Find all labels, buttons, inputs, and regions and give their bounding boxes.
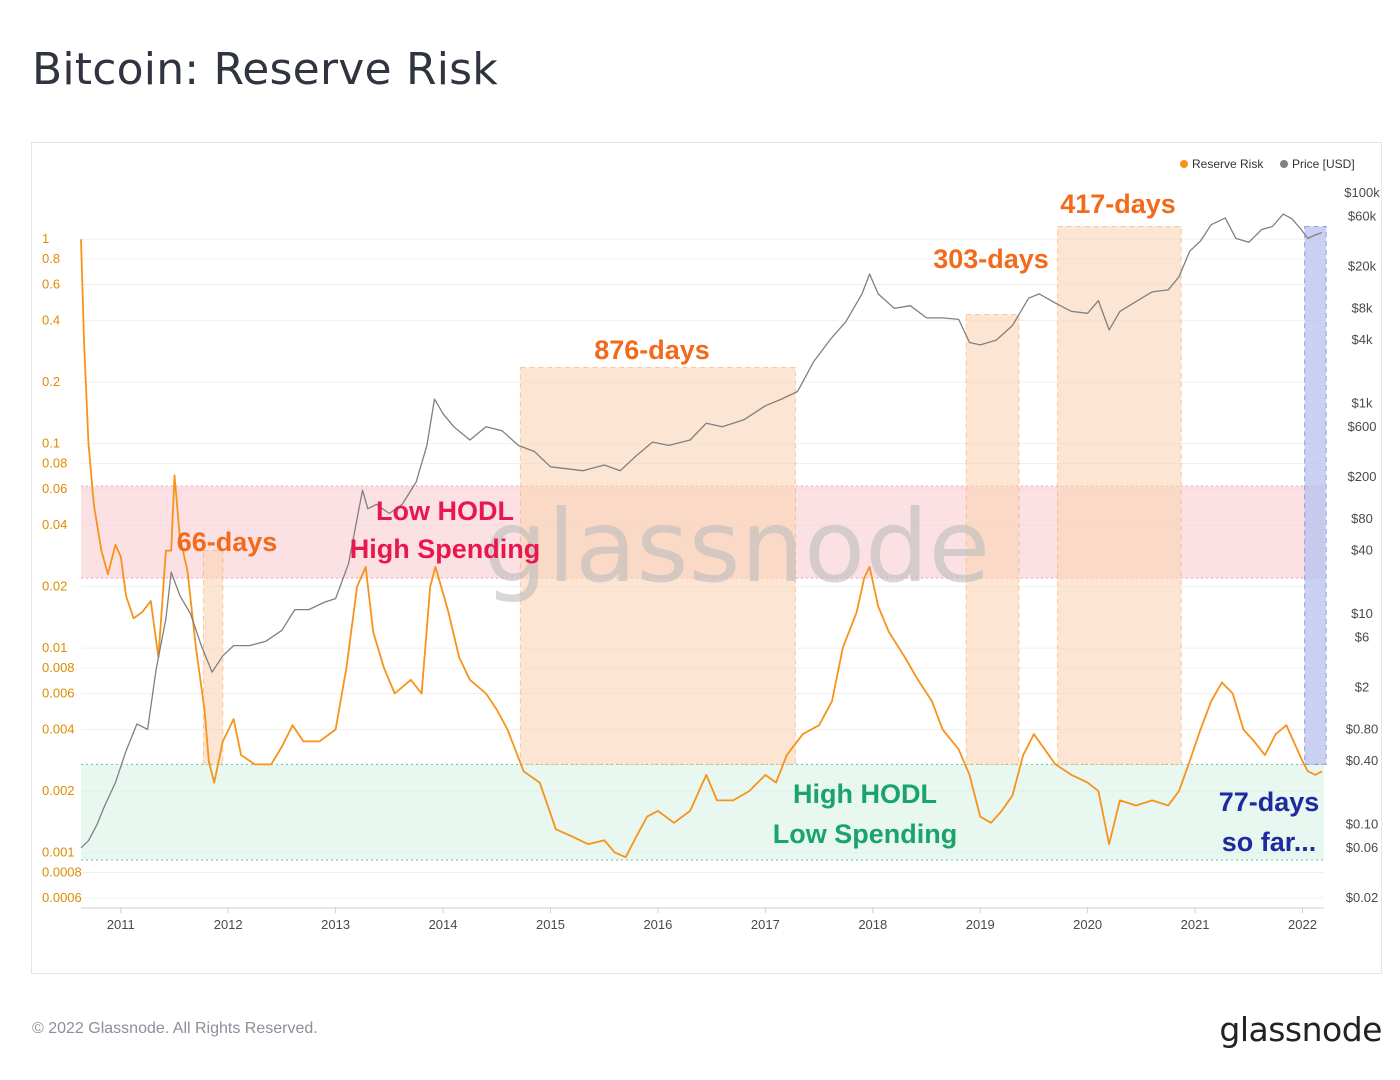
y-left-tick-label: 0.004: [42, 722, 75, 737]
y-right-tick-label: $80: [1351, 511, 1373, 526]
y-right-tick-label: $0.02: [1346, 890, 1379, 905]
y-left-tick-label: 0.08: [42, 455, 67, 470]
period-label: so far...: [1222, 827, 1317, 857]
y-left-tick-label: 0.2: [42, 374, 60, 389]
x-tick-label: 2016: [643, 917, 672, 932]
x-tick-label: 2012: [214, 917, 243, 932]
y-left-tick-label: 0.4: [42, 313, 60, 328]
y-left-tick-label: 0.04: [42, 517, 67, 532]
x-tick-label: 2020: [1073, 917, 1102, 932]
y-right-tick-label: $10: [1351, 606, 1373, 621]
x-tick-label: 2022: [1288, 917, 1317, 932]
y-right-tick-label: $0.06: [1346, 840, 1379, 855]
y-left-tick-label: 0.06: [42, 481, 67, 496]
y-left-tick-label: 0.6: [42, 277, 60, 292]
page-title: Bitcoin: Reserve Risk: [32, 44, 498, 95]
x-tick-label: 2014: [429, 917, 458, 932]
x-tick-label: 2015: [536, 917, 565, 932]
y-right-tick-label: $4k: [1352, 332, 1373, 347]
x-tick-label: 2019: [966, 917, 995, 932]
watermark-text: glassnode: [484, 488, 990, 605]
y-left-tick-label: 0.002: [42, 783, 75, 798]
y-right-tick-label: $6: [1355, 629, 1369, 644]
y-left-tick-label: 0.1: [42, 436, 60, 451]
period-label: 77-days: [1219, 787, 1320, 817]
period-label: 66-days: [177, 527, 278, 557]
period-box: [965, 314, 1020, 765]
period-box: [202, 550, 224, 765]
price-line: [80, 213, 1323, 849]
legend-label: Reserve Risk: [1192, 157, 1264, 171]
y-right-tick-label: $20k: [1348, 259, 1377, 274]
period-label: 417-days: [1060, 189, 1176, 219]
zone-label-low-spending: Low Spending: [773, 819, 957, 849]
y-left-tick-label: 0.006: [42, 686, 75, 701]
y-right-tick-label: $60k: [1348, 208, 1377, 223]
y-right-tick-label: $600: [1348, 419, 1377, 434]
zone-band: [81, 764, 1324, 861]
x-tick-label: 2011: [107, 917, 135, 932]
y-right-tick-label: $2: [1355, 680, 1369, 695]
period-label: 876-days: [594, 335, 710, 365]
period-box: [519, 366, 796, 765]
period-label: 303-days: [933, 244, 1049, 274]
y-left-tick-label: 0.001: [42, 845, 75, 860]
y-left-tick-label: 0.8: [42, 251, 60, 266]
y-right-tick-label: $8k: [1352, 300, 1373, 315]
x-tick-label: 2021: [1181, 917, 1210, 932]
y-right-tick-label: $0.10: [1346, 816, 1379, 831]
x-tick-label: 2017: [751, 917, 780, 932]
glassnode-logo: glassnode: [1219, 1010, 1382, 1049]
y-right-tick-label: $200: [1348, 469, 1377, 484]
x-tick-label: 2013: [321, 917, 350, 932]
footer-copyright: © 2022 Glassnode. All Rights Reserved.: [32, 1020, 318, 1037]
reserve-risk-chart: glassnode 1 0.8 0.6 0.4 0.2 0.1 0.08 0.06 0.04 0.0…: [42, 157, 1380, 932]
reserve-risk-line: [80, 239, 1323, 859]
legend-marker: [1280, 160, 1288, 168]
y-left-tick-label: 0.0008: [42, 864, 82, 879]
y-right-tick-label: $100k: [1344, 185, 1380, 200]
legend-marker: [1180, 160, 1188, 168]
zone-label-high-spending: High Spending: [350, 534, 540, 564]
y-left-tick-label: 0.008: [42, 660, 75, 675]
y-right-tick-label: $0.40: [1346, 753, 1379, 768]
chart-frame: glassnode 1 0.8 0.6 0.4 0.2 0.1 0.08 0.06 0.04 0.0…: [31, 142, 1382, 974]
zone-label-low-spending: High HODL: [793, 779, 937, 809]
legend-label: Price [USD]: [1292, 157, 1355, 171]
zone-label-high-spending: Low HODL: [376, 496, 514, 526]
y-left-tick-label: 0.02: [42, 579, 67, 594]
x-tick-label: 2018: [858, 917, 887, 932]
y-left-tick-label: 1: [42, 231, 49, 246]
y-right-tick-label: $1k: [1352, 395, 1373, 410]
y-left-tick-label: 0.01: [42, 640, 67, 655]
y-right-tick-label: $0.80: [1346, 721, 1379, 736]
period-box: [1304, 226, 1327, 765]
y-right-tick-label: $40: [1351, 543, 1373, 558]
period-box: [1057, 226, 1182, 765]
y-left-tick-label: 0.0006: [42, 890, 82, 905]
